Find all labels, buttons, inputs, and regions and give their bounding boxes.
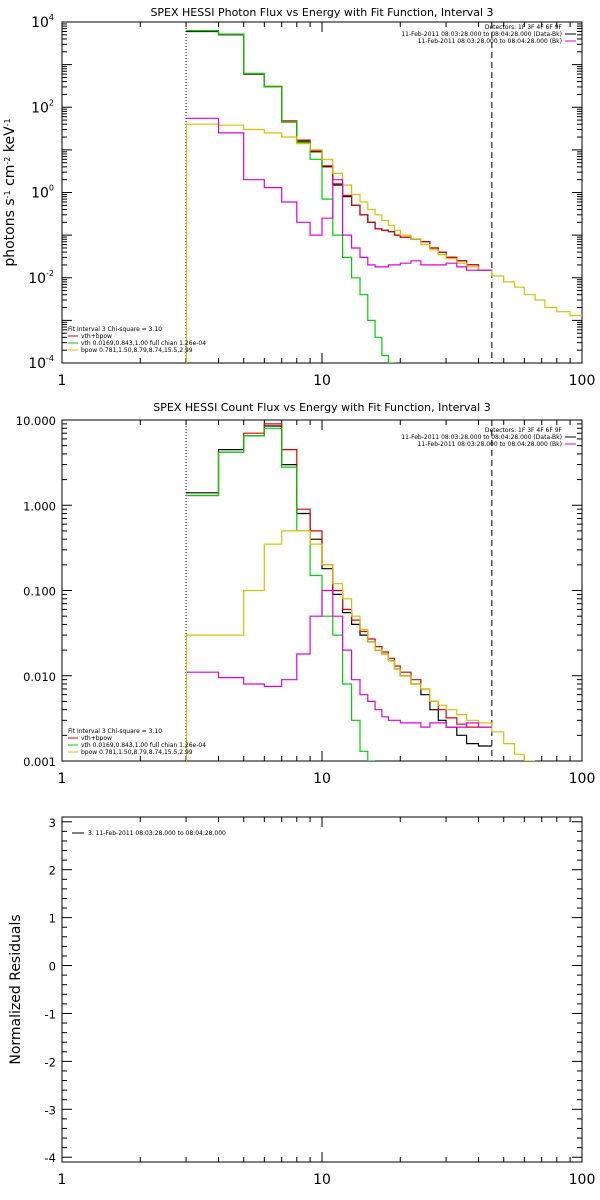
legend-entry: Fit Interval 3 Chi-square = 3.10 — [68, 326, 162, 333]
x-tick-label: 10 — [313, 771, 331, 787]
series-line-1 — [186, 30, 492, 271]
y-tick-label: 0.100 — [23, 585, 56, 599]
y-tick-label: 102 — [31, 98, 54, 116]
chart-title: SPEX HESSI Count Flux vs Energy with Fit… — [153, 401, 490, 414]
x-tick-label: 100 — [569, 1172, 596, 1188]
y-tick-label: -3 — [45, 1103, 56, 1117]
y-tick-label: -1 — [45, 1007, 56, 1021]
x-tick-label: 10 — [313, 1172, 331, 1188]
legend-entry: Detectors: 1F 3F 4F 6F 9F — [485, 427, 563, 434]
legend-entry: Detectors: 1F 3F 4F 6F 9F — [485, 24, 563, 31]
legend-entry: vth+bpow — [81, 333, 112, 340]
x-tick-label: 1 — [58, 771, 67, 787]
x-tick-label: 1 — [58, 1172, 67, 1188]
chart-panel-2: SPEX HESSI Count Flux vs Energy with Fit… — [16, 401, 596, 787]
legend-entry: 3. 11-Feb-2011 08:03:28.000 to 08:04:28.… — [88, 830, 226, 837]
y-tick-label: 10.000 — [16, 414, 56, 428]
y-tick-label: -2 — [45, 1055, 56, 1069]
x-tick-label: 100 — [569, 771, 596, 787]
series-line-4 — [186, 123, 582, 317]
legend-entry: vth+bpow — [81, 735, 112, 742]
series-line-5 — [186, 117, 492, 271]
plot-frame — [61, 816, 583, 1163]
y-tick-label: 0.001 — [23, 755, 56, 769]
y-tick-label: 100 — [31, 184, 54, 202]
legend-entry: 11-Feb-2011 08:03:28.000 to 08:04:28.000… — [418, 38, 562, 45]
y-tick-label: 1.000 — [23, 499, 56, 513]
legend-entry: vth 0.0169,0.843,1.00 full chian 1.26e-0… — [81, 340, 206, 347]
y-tick-label: 10-2 — [28, 269, 54, 287]
y-tick-label: 104 — [31, 13, 54, 31]
plot-area — [185, 420, 536, 761]
series-line-4 — [186, 530, 536, 761]
chart-title: SPEX HESSI Photon Flux vs Energy with Fi… — [150, 6, 493, 19]
chart-panel-3: 1 10 100 -4 -3 -2 -1 0 1 2 3 Normalized Residuals 3.… — [8, 816, 595, 1188]
x-tick-label: 10 — [313, 373, 331, 389]
x-tick-label: 1 — [58, 373, 67, 389]
series-line-3 — [186, 30, 395, 363]
legend-entry: Fit Interval 3 Chi-square = 3.10 — [68, 728, 162, 735]
y-tick-label: 0.010 — [23, 670, 56, 684]
y-tick-label: 10-4 — [28, 354, 54, 372]
legend-entry: 11-Feb-2011 08:03:28.000 to 08:04:28.000… — [401, 434, 562, 441]
y-tick-label: -4 — [45, 1151, 56, 1165]
legend-entry: bpow 0.781,1.50,8.79,8.74,15.5,2.99 — [81, 749, 193, 756]
legend-entry: 11-Feb-2011 08:03:28.000 to 08:04:28.000… — [418, 441, 562, 448]
series-line-2 — [186, 423, 492, 728]
chart-panel-1: SPEX HESSI Photon Flux vs Energy with Fi… — [2, 6, 595, 389]
x-tick-label: 100 — [569, 373, 596, 389]
legend-entry: bpow 0.781,1.50,8.79,8.74,15.5,2.99 — [81, 347, 193, 354]
plot-area — [185, 22, 582, 363]
y-axis-label: photons s-1 cm-2 keV-1 — [2, 118, 18, 266]
y-axis-label: Normalized Residuals — [8, 914, 24, 1064]
legend-entry: vth 0.0169,0.843,1.00 full chian 1.26e-0… — [81, 742, 206, 749]
series-line-3 — [186, 427, 376, 761]
series-line-5 — [186, 589, 492, 728]
y-tick-label: 3 — [49, 816, 56, 830]
legend-entry: 11-Feb-2011 08:03:28.000 to 08:04:28.000… — [401, 31, 562, 38]
y-tick-label: 2 — [49, 864, 56, 878]
series-line-1 — [186, 425, 492, 747]
y-tick-label: 0 — [49, 960, 56, 974]
series-line-2 — [186, 30, 492, 271]
y-tick-label: 1 — [49, 912, 56, 926]
